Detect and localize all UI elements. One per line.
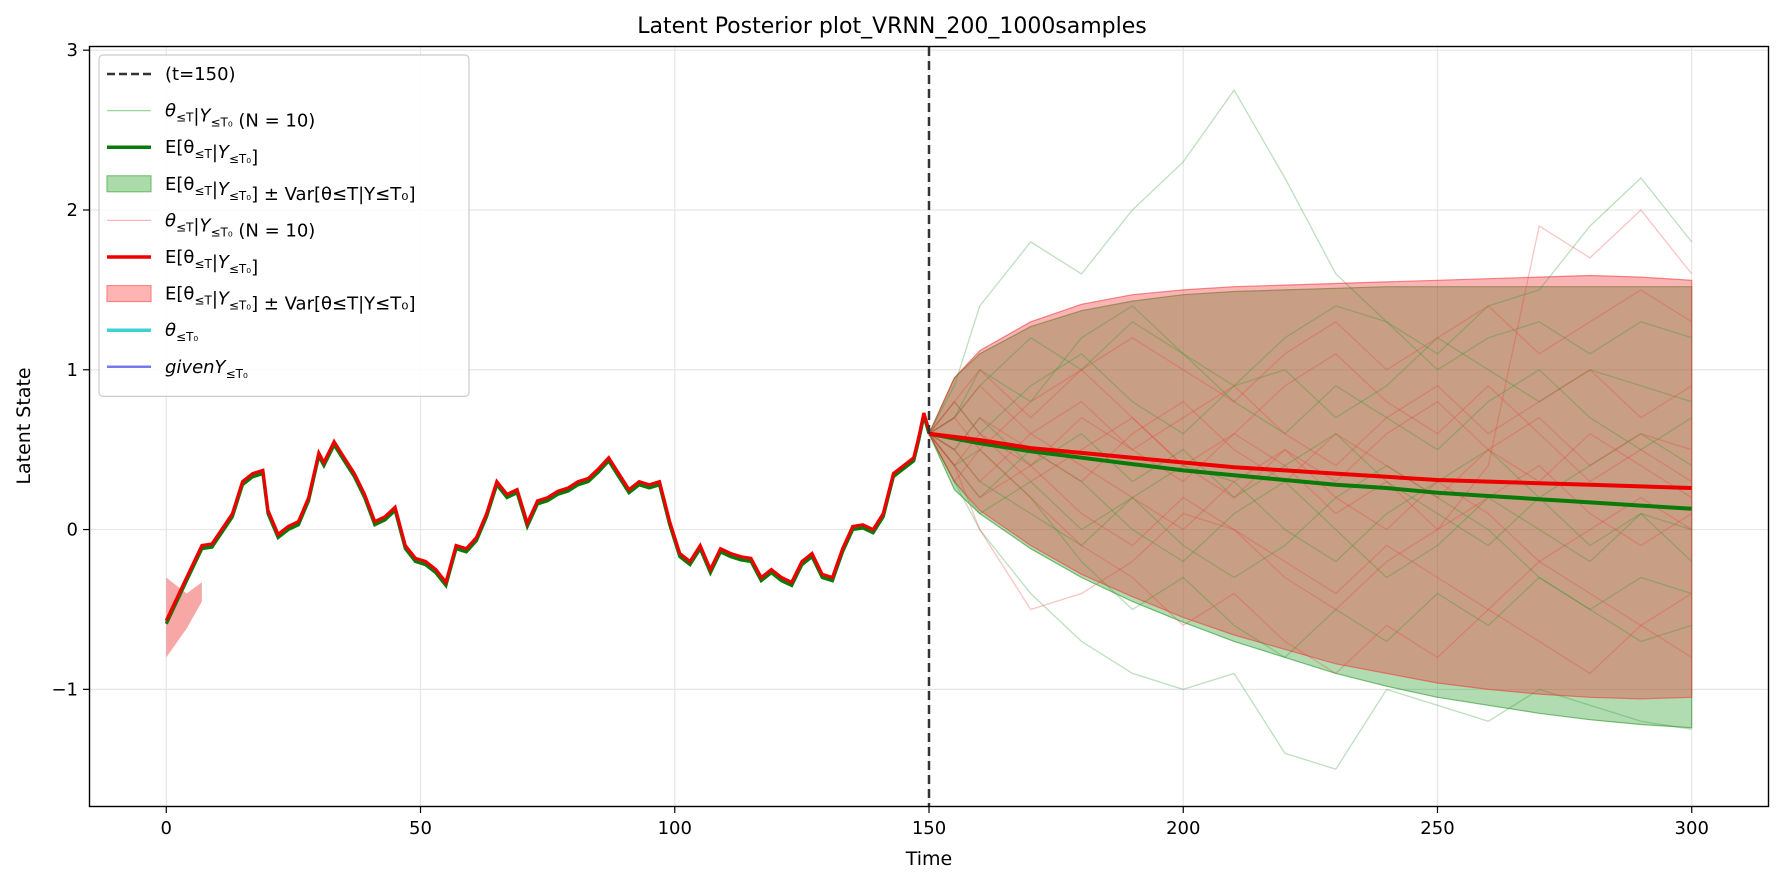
x-axis-ticks: 0 50 100 150 200 250 300: [161, 806, 1709, 839]
history-start-band: [166, 577, 202, 658]
x-tick-label: 0: [161, 818, 172, 839]
red-mean-line: [928, 431, 1692, 490]
legend: (t=150) θ≤T|Y≤T₀ (N = 10) E[θ≤T|Y≤T₀] E[θ≤T…: [98, 54, 470, 397]
x-tick-label: 50: [409, 818, 432, 839]
x-tick-label: 250: [1420, 818, 1454, 839]
y-tick-label: −1: [51, 679, 78, 700]
red-sample-path: [928, 400, 1693, 499]
history-layer: [164, 412, 931, 658]
mean-lines: [928, 431, 1692, 511]
chart-title: Latent Posterior plot_VRNN_200_1000sampl…: [637, 14, 1147, 39]
red-sample-path: [928, 289, 1693, 435]
y-tick-label: 2: [67, 200, 78, 221]
y-tick-label: 1: [67, 360, 78, 381]
x-axis-label: Time: [905, 848, 953, 870]
green-sample-path: [928, 433, 1692, 611]
legend-label: E[θ≤T|Y≤T₀]: [165, 247, 258, 278]
legend-label: θ≤T₀: [165, 320, 198, 344]
green-sample-path: [928, 336, 1692, 435]
green-sample-path: [928, 432, 1693, 563]
legend-label: θ≤T|Y≤T₀ (N = 10): [165, 210, 315, 241]
legend-label: E[θ≤T|Y≤T₀]: [165, 137, 258, 168]
green-sample-path: [928, 305, 1692, 435]
legend-handle-patch: [106, 175, 152, 193]
green-sample-path: [928, 305, 1693, 451]
y-axis-label: Latent State: [13, 367, 35, 484]
green-sample-path: [928, 433, 1692, 770]
red-sample-path: [928, 433, 1693, 675]
y-axis-ticks: −1 0 1 2 3: [51, 40, 90, 700]
green-sample-path: [928, 88, 1693, 435]
legend-label: E[θ≤T|Y≤T₀] ± Var[θ≤T|Y≤T₀]: [165, 284, 415, 315]
legend-label: givenY≤T₀: [165, 357, 248, 381]
red-sample-path: [928, 400, 1693, 547]
legend-label: θ≤T|Y≤T₀ (N = 10): [165, 101, 315, 132]
red-sample-path: [928, 209, 1693, 611]
red-variance-band: [928, 274, 1693, 700]
x-tick-label: 150: [912, 818, 946, 839]
green-sample-path: [928, 433, 1692, 659]
x-tick-label: 100: [658, 818, 692, 839]
red-sample-path: [928, 433, 1693, 627]
red-sample-path: [928, 368, 1693, 467]
forecast-bands: [928, 274, 1693, 729]
red-sample-path: [928, 352, 1693, 483]
x-tick-label: 200: [1166, 818, 1200, 839]
legend-label: E[θ≤T|Y≤T₀] ± Var[θ≤T|Y≤T₀]: [165, 174, 415, 205]
legend-box: [98, 54, 470, 397]
y-tick-label: 0: [67, 520, 78, 541]
green-mean-line: [928, 431, 1692, 511]
red-history-line: [164, 412, 931, 622]
x-tick-label: 300: [1675, 818, 1709, 839]
legend-handle-patch: [106, 285, 152, 303]
legend-label: (t=150): [165, 64, 236, 85]
sample-paths: [928, 88, 1693, 770]
y-tick-label: 3: [67, 40, 78, 61]
